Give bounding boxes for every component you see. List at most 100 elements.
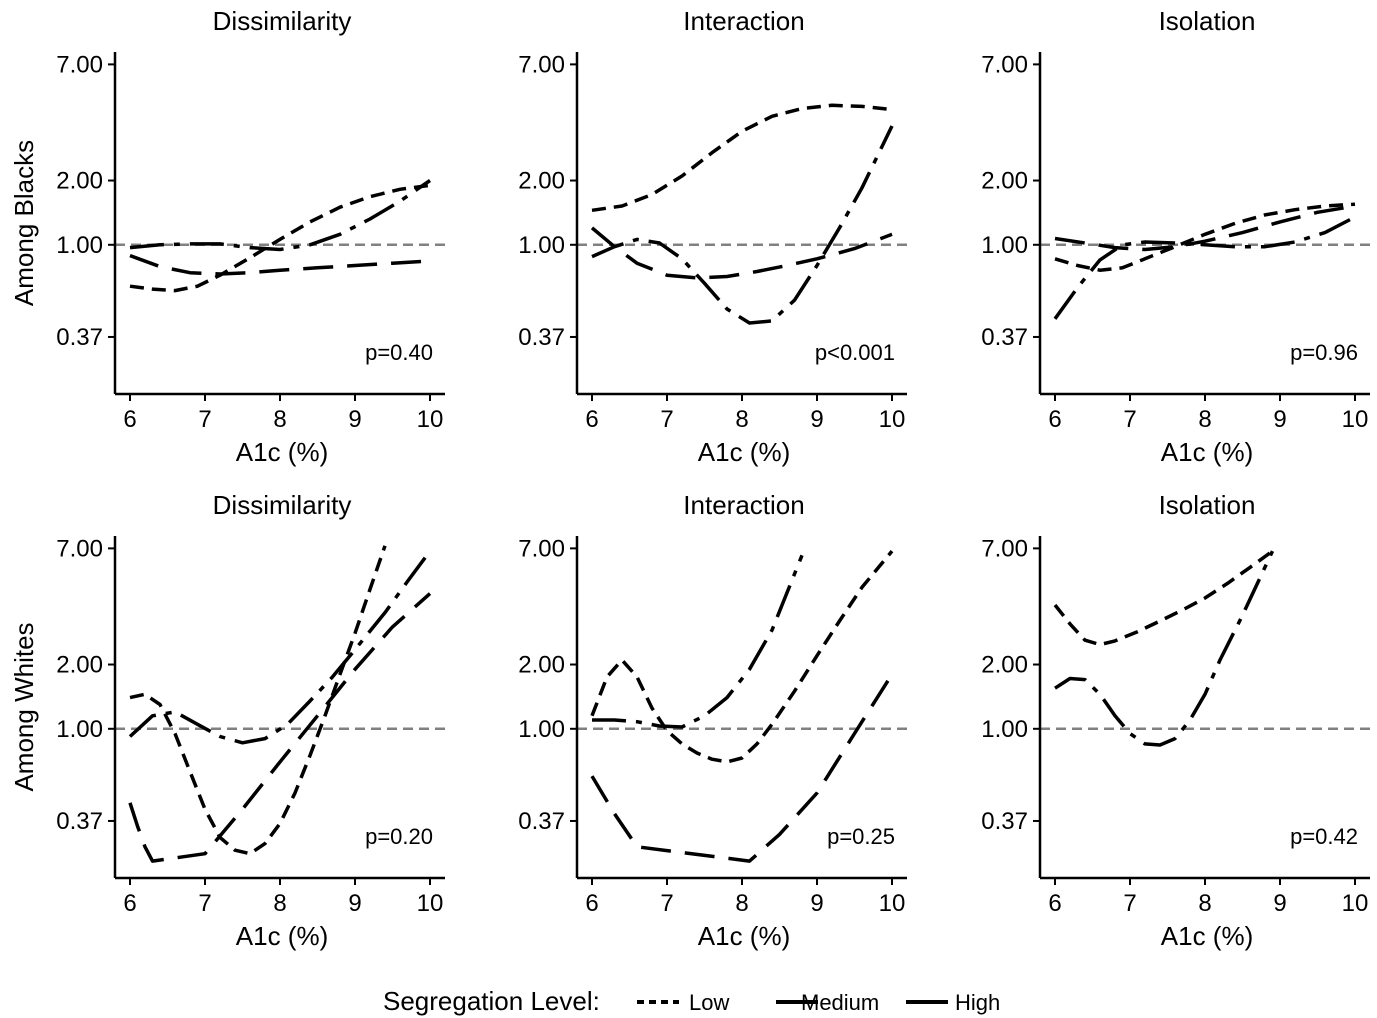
panel-interaction-blacks: Interaction 0.37 1.00 2.00 7.00 6 7 8 9 10 A1c (%)… bbox=[518, 6, 907, 467]
legend-label-medium: Medium bbox=[801, 990, 879, 1015]
p-value-label: p=0.40 bbox=[365, 340, 433, 365]
y-tick-label: 7.00 bbox=[518, 51, 565, 78]
panel-isolation-whites: Isolation 0.37 1.00 2.00 7.00 6 7 8 9 10 A1c (%) p=… bbox=[981, 490, 1370, 951]
x-tick-label: 6 bbox=[585, 890, 598, 917]
x-tick-label: 6 bbox=[123, 890, 136, 917]
y-tick-label: 7.00 bbox=[518, 535, 565, 562]
x-tick-label: 7 bbox=[1123, 890, 1136, 917]
x-tick-label: 10 bbox=[1342, 406, 1369, 433]
panel-title: Isolation bbox=[1159, 490, 1256, 520]
series-line-medium bbox=[590, 673, 894, 863]
x-tick-label: 9 bbox=[1273, 406, 1286, 433]
x-tick-label: 6 bbox=[1048, 406, 1061, 433]
p-value-label: p<0.001 bbox=[815, 340, 895, 365]
series-line-low bbox=[590, 549, 894, 764]
x-tick-label: 9 bbox=[810, 406, 823, 433]
x-tick-label: 8 bbox=[1198, 406, 1211, 433]
panel-interaction-whites: Interaction 0.37 1.00 2.00 7.00 6 7 8 9 10 A1c (%)… bbox=[518, 490, 907, 951]
p-value-label: p=0.42 bbox=[1290, 824, 1358, 849]
y-tick-label: 0.37 bbox=[518, 324, 565, 351]
p-value-label: p=0.25 bbox=[827, 824, 895, 849]
y-tick-label: 0.37 bbox=[981, 808, 1028, 835]
x-tick-label: 10 bbox=[417, 406, 444, 433]
series-line-medium bbox=[128, 592, 432, 863]
series-line-low bbox=[129, 183, 431, 293]
x-axis-label: A1c (%) bbox=[698, 437, 790, 467]
y-tick-label: 0.37 bbox=[56, 324, 103, 351]
x-tick-label: 10 bbox=[1342, 890, 1369, 917]
y-tick-label: 2.00 bbox=[56, 652, 103, 679]
series-line-medium bbox=[129, 253, 431, 276]
y-tick-label: 2.00 bbox=[981, 168, 1028, 195]
x-tick-label: 10 bbox=[417, 890, 444, 917]
series-line-medium bbox=[590, 226, 893, 280]
series-line-high bbox=[592, 554, 804, 729]
x-tick-label: 7 bbox=[660, 890, 673, 917]
x-tick-label: 10 bbox=[879, 406, 906, 433]
series-line-high bbox=[1054, 550, 1275, 747]
y-tick-label: 1.00 bbox=[518, 232, 565, 259]
series-line-high bbox=[128, 550, 432, 745]
x-tick-label: 9 bbox=[348, 406, 361, 433]
y-axis-label: Among Blacks bbox=[9, 140, 39, 306]
legend: Segregation Level: Low Medium High bbox=[383, 986, 1000, 1016]
y-tick-label: 0.37 bbox=[981, 324, 1028, 351]
x-tick-label: 8 bbox=[273, 406, 286, 433]
x-tick-label: 9 bbox=[810, 890, 823, 917]
y-tick-label: 2.00 bbox=[518, 168, 565, 195]
y-tick-label: 1.00 bbox=[981, 232, 1028, 259]
series-line-low bbox=[129, 545, 387, 856]
panel-title: Interaction bbox=[683, 6, 804, 36]
panel-dissimilarity-blacks: Dissimilarity 0.37 1.00 2.00 7.00 6 7 8 9 10 A1c (… bbox=[9, 6, 445, 467]
series-line-low bbox=[591, 103, 893, 213]
y-tick-label: 2.00 bbox=[981, 652, 1028, 679]
y-tick-label: 0.37 bbox=[518, 808, 565, 835]
x-axis-label: A1c (%) bbox=[1161, 921, 1253, 951]
x-tick-label: 8 bbox=[1198, 890, 1211, 917]
series-line-high bbox=[129, 179, 431, 252]
y-tick-label: 7.00 bbox=[981, 535, 1028, 562]
x-tick-label: 6 bbox=[1048, 890, 1061, 917]
x-tick-label: 7 bbox=[198, 406, 211, 433]
p-value-label: p=0.96 bbox=[1290, 340, 1358, 365]
legend-title: Segregation Level: bbox=[383, 986, 600, 1016]
panel-title: Dissimilarity bbox=[213, 6, 352, 36]
y-axis-label: Among Whites bbox=[9, 622, 39, 791]
x-tick-label: 7 bbox=[198, 890, 211, 917]
y-tick-label: 7.00 bbox=[56, 51, 103, 78]
y-tick-label: 0.37 bbox=[56, 808, 103, 835]
x-tick-label: 7 bbox=[1123, 406, 1136, 433]
panel-title: Isolation bbox=[1159, 6, 1256, 36]
x-tick-label: 9 bbox=[348, 890, 361, 917]
y-tick-label: 2.00 bbox=[518, 652, 565, 679]
x-tick-label: 8 bbox=[273, 890, 286, 917]
series-line-high bbox=[1053, 215, 1356, 320]
y-tick-label: 7.00 bbox=[981, 51, 1028, 78]
y-tick-label: 1.00 bbox=[981, 716, 1028, 743]
legend-label-high: High bbox=[955, 990, 1000, 1015]
panel-title: Dissimilarity bbox=[213, 490, 352, 520]
p-value-label: p=0.20 bbox=[365, 824, 433, 849]
x-axis-label: A1c (%) bbox=[698, 921, 790, 951]
series-line-high bbox=[591, 125, 894, 325]
series-line-medium bbox=[1054, 204, 1356, 252]
x-tick-label: 7 bbox=[660, 406, 673, 433]
panel-title: Interaction bbox=[683, 490, 804, 520]
x-tick-label: 8 bbox=[735, 890, 748, 917]
x-tick-label: 6 bbox=[585, 406, 598, 433]
y-tick-label: 2.00 bbox=[56, 168, 103, 195]
legend-label-low: Low bbox=[689, 990, 729, 1015]
x-tick-label: 10 bbox=[879, 890, 906, 917]
panel-isolation-blacks: Isolation 0.37 1.00 2.00 7.00 6 7 8 9 10 A1c (%) p=… bbox=[981, 6, 1370, 467]
y-tick-label: 7.00 bbox=[56, 535, 103, 562]
x-tick-label: 9 bbox=[1273, 890, 1286, 917]
x-axis-label: A1c (%) bbox=[236, 437, 328, 467]
y-tick-label: 1.00 bbox=[56, 716, 103, 743]
x-axis-label: A1c (%) bbox=[236, 921, 328, 951]
series-line-low bbox=[1053, 549, 1274, 647]
series-line-low bbox=[1054, 202, 1356, 272]
y-tick-label: 1.00 bbox=[518, 716, 565, 743]
x-axis-label: A1c (%) bbox=[1161, 437, 1253, 467]
panel-dissimilarity-whites: Dissimilarity 0.37 1.00 2.00 7.00 6 7 8 9 10 A1c (… bbox=[9, 490, 445, 951]
